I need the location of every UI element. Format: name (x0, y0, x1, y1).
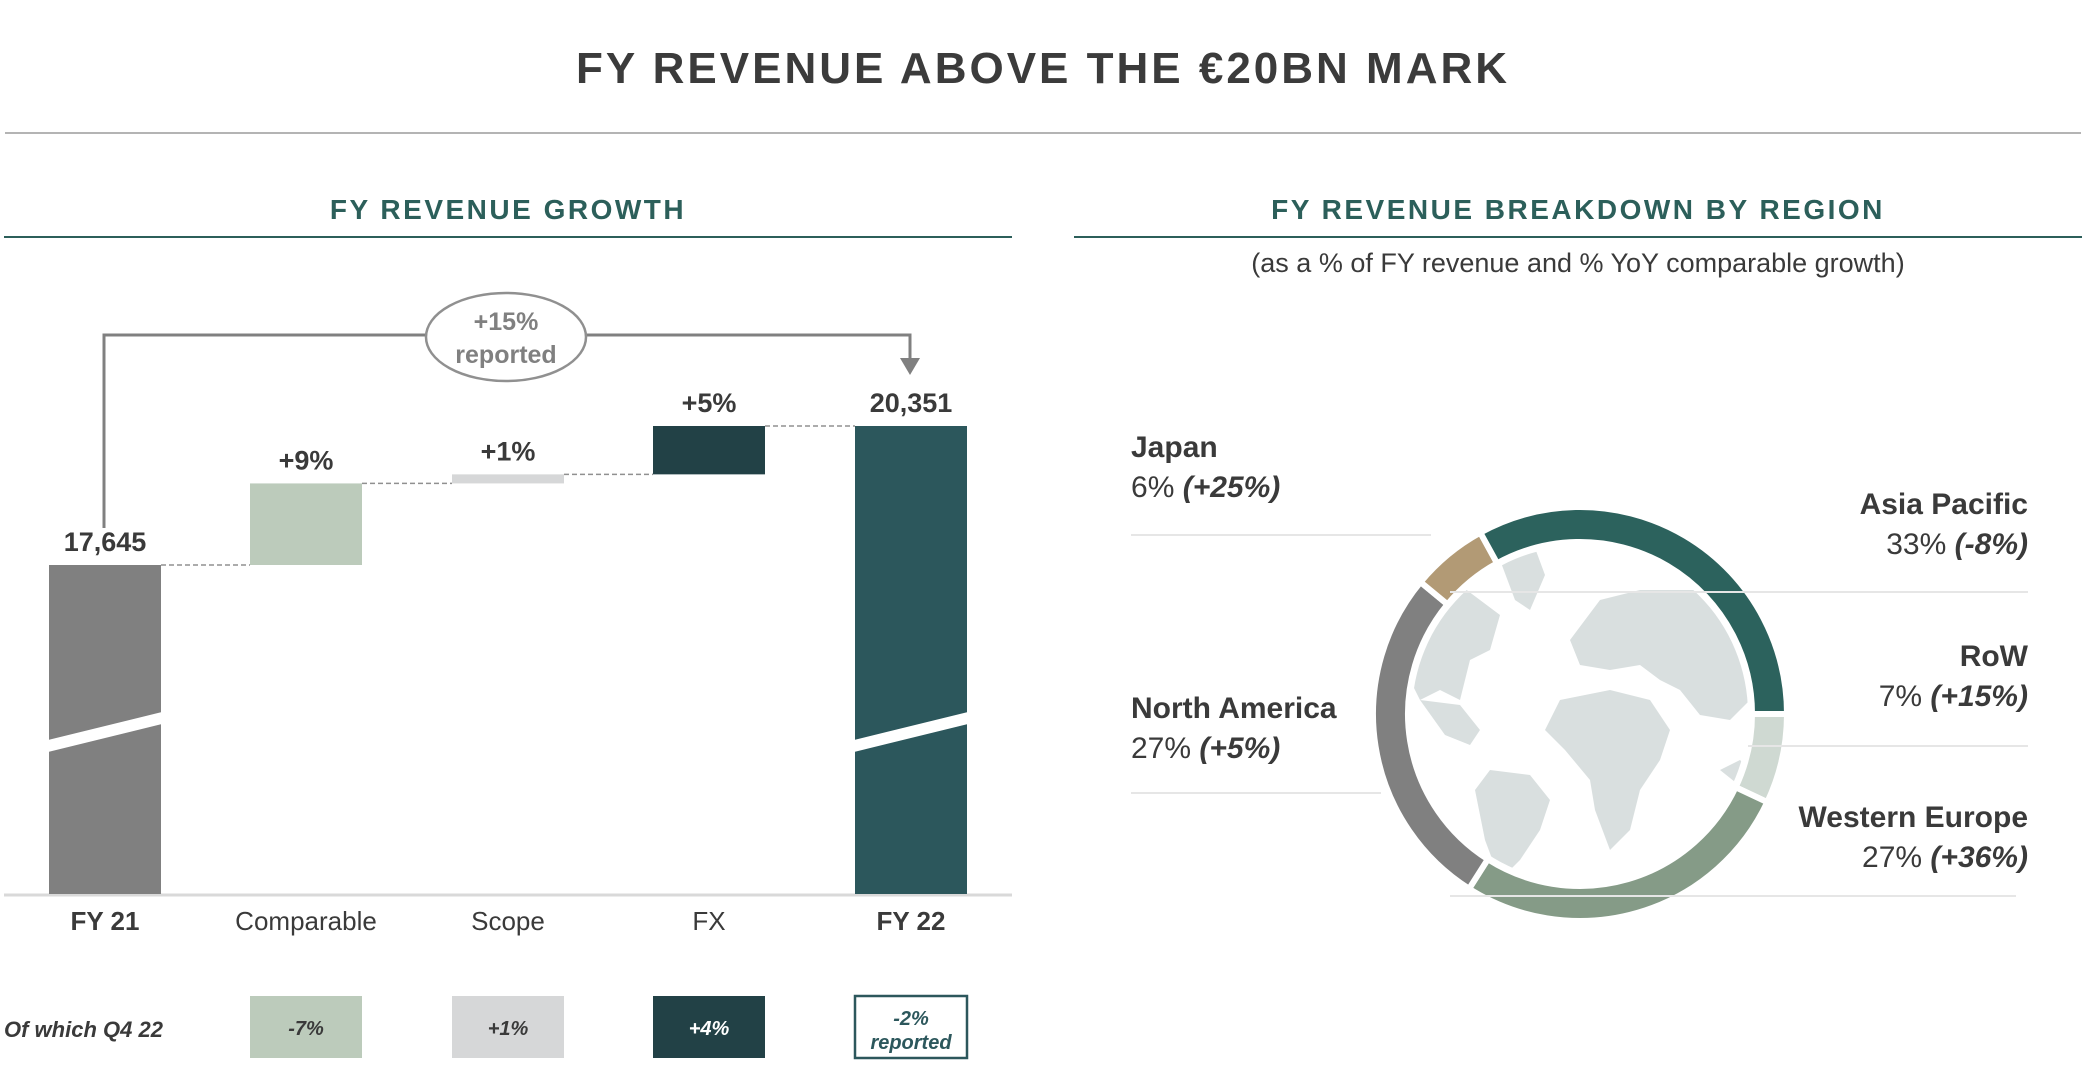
slice-asia-pacific (1476, 504, 1791, 717)
axis-break-fy-21 (48, 712, 162, 752)
region-name: Japan (1131, 431, 1218, 464)
reported-bracket: +15% reported (102, 291, 920, 528)
x-tick-fy-21: FY 21 (71, 906, 140, 936)
x-tick-fy-22: FY 22 (877, 906, 946, 936)
asia-pacific-separator (1450, 591, 2028, 593)
x-tick-scope: Scope (471, 906, 545, 936)
bracket-ellipse (424, 291, 588, 383)
world-map-icon (1412, 548, 1748, 880)
region-name: Western Europe (1798, 801, 2029, 834)
slice-row (1731, 711, 1791, 807)
region-name: Asia Pacific (1859, 488, 2028, 521)
data-label-fx: +5% (682, 388, 737, 418)
legend-japan: Japan 6% (+25%) (1131, 428, 1280, 508)
data-label-fy-22: 20,351 (870, 388, 953, 418)
legend-north-america: North America 27% (+5%) (1131, 689, 1337, 769)
left-section-title: FY REVENUE GROWTH (329, 194, 687, 225)
legend-row: RoW 7% (+15%) (1879, 637, 2028, 717)
data-label-comparable: +9% (279, 445, 334, 475)
q4-value-comparable: -7% (288, 1018, 324, 1040)
north-america-separator (1131, 792, 1381, 794)
q4-value-scope: +1% (488, 1018, 529, 1040)
x-tick-fx: FX (692, 906, 725, 936)
q4-box-fx (653, 996, 765, 1058)
q4-box-scope (452, 996, 564, 1058)
region-values: 6% (+25%) (1131, 471, 1281, 504)
data-label-scope: +1% (481, 436, 536, 466)
bar-comparable (250, 483, 362, 565)
q4-value-fx: +4% (689, 1018, 730, 1040)
region-values: 7% (+15%) (1878, 680, 2028, 713)
region-values: 27% (+5%) (1131, 732, 1281, 765)
right-section-rule (1074, 236, 2082, 238)
region-values: 33% (-8%) (1886, 528, 2028, 561)
title-divider (5, 132, 2081, 134)
bar-fy-22 (855, 426, 967, 894)
legend-western-europe: Western Europe 27% (+36%) (1799, 798, 2029, 878)
slice-japan (1416, 528, 1502, 609)
bracket-line1: +15% (474, 308, 539, 336)
arrow-down-icon (900, 358, 920, 375)
q4-box-fy-22 (853, 994, 969, 1060)
western-europe-separator (1450, 895, 2016, 897)
legend-asia-pacific: Asia Pacific 33% (-8%) (1860, 485, 2028, 565)
left-section-rule (4, 236, 1012, 238)
bar-fx (653, 426, 765, 475)
q4-value-fy-22: -2% (893, 1008, 929, 1030)
slice-north-america (1370, 577, 1492, 893)
right-section-subtitle: (as a % of FY revenue and % YoY comparab… (1251, 248, 1905, 278)
slice-western-europe (1464, 783, 1772, 925)
x-tick-comparable: Comparable (235, 906, 377, 936)
region-values: 27% (+36%) (1862, 841, 2028, 874)
q4-sublabel-fy-22: reported (870, 1032, 952, 1054)
page-title: FY REVENUE ABOVE THE €20BN MARK (575, 44, 1511, 93)
region-name: North America (1131, 692, 1337, 725)
waterfall-chart: +15% reported 17,645 FY 21 +9% Comparable +1… (4, 291, 1012, 1060)
data-label-fy-21: 17,645 (64, 527, 147, 557)
bar-scope (452, 474, 564, 484)
bracket-line2: reported (455, 341, 556, 369)
japan-separator (1131, 534, 1431, 536)
q4-box-comparable (250, 996, 362, 1058)
row-separator (1748, 745, 2028, 747)
right-section-title: FY REVENUE BREAKDOWN BY REGION (1271, 194, 1885, 225)
region-name: RoW (1959, 640, 2028, 673)
q4-row-label: Of which Q4 22 (4, 1017, 164, 1042)
axis-break-fy-22 (854, 712, 968, 752)
